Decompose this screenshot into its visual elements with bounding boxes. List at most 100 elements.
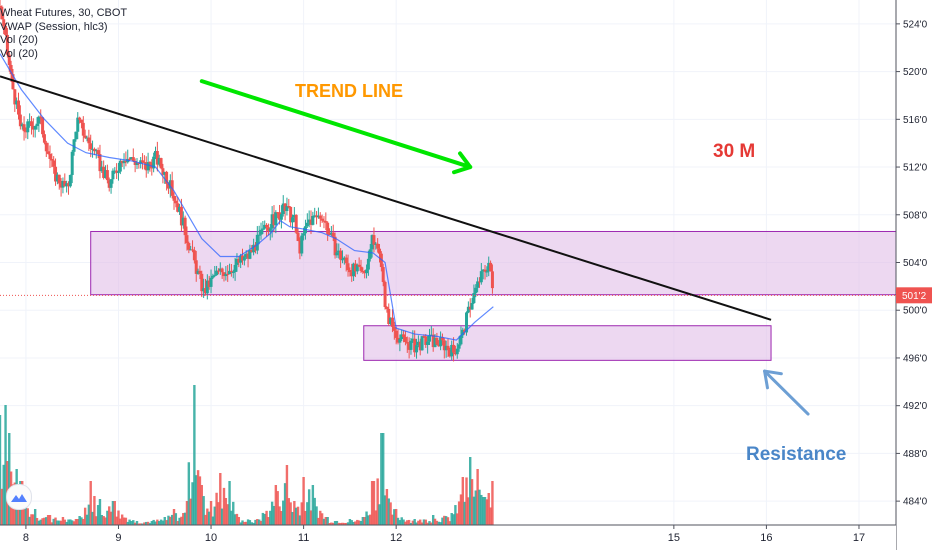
candle-body — [89, 143, 93, 150]
candle-body — [394, 330, 398, 338]
candle-body — [42, 134, 46, 143]
candle-body — [378, 248, 382, 254]
volume-bar — [300, 502, 303, 525]
volume-bar — [383, 495, 387, 525]
candle-body — [429, 334, 433, 336]
volume-bar — [176, 520, 179, 525]
volume-bar — [180, 516, 183, 525]
candle-body — [107, 180, 111, 188]
candle-body — [113, 170, 117, 172]
price-tick-label: 508'0 — [903, 210, 928, 221]
volume-bar — [52, 518, 55, 525]
candle-body — [390, 317, 394, 327]
tradingview-logo-icon[interactable] — [6, 484, 32, 510]
candle-body — [418, 341, 422, 351]
volume-bar — [150, 521, 154, 525]
time-axis-background — [0, 525, 896, 550]
candle-body — [198, 270, 202, 274]
candle-body — [407, 343, 411, 350]
volume-bar — [91, 511, 94, 525]
candle-body — [302, 233, 306, 236]
candle-body — [361, 270, 365, 272]
volume-legend-1[interactable]: Vol (20) — [0, 34, 38, 46]
volume-bar — [215, 492, 218, 525]
volume-bar — [148, 523, 152, 525]
volume-bar — [428, 521, 431, 525]
volume-bar — [106, 510, 109, 525]
volume-bar — [435, 520, 439, 525]
volume-bar — [441, 517, 444, 525]
volume-bar — [259, 520, 263, 525]
volume-bar — [269, 510, 272, 525]
candle-body — [48, 153, 52, 159]
candle-body — [207, 280, 211, 287]
volume-bar — [65, 521, 68, 525]
price-tick-label: 516'0 — [903, 115, 928, 126]
price-axis-background — [896, 0, 932, 550]
volume-bar — [196, 470, 200, 525]
candle-body — [44, 142, 48, 152]
candle-body — [15, 100, 19, 105]
volume-bar — [128, 519, 131, 525]
candle-body — [250, 250, 254, 253]
time-axis[interactable]: 8 9 10 11 12 15 16 17 — [0, 524, 896, 550]
volume-bar — [335, 520, 339, 525]
candle-body — [455, 348, 459, 355]
volume-legend-2[interactable]: Vol (20) — [0, 47, 38, 60]
time-tick-label: 12 — [390, 532, 402, 544]
volume-bar — [202, 496, 205, 525]
candle-body — [396, 337, 400, 343]
candle-body — [94, 150, 98, 152]
candle-body — [54, 166, 58, 182]
candle-body — [152, 156, 156, 169]
candle-body — [387, 308, 391, 325]
volume-bar — [85, 514, 89, 525]
volume-bar — [443, 515, 446, 525]
candle-body — [402, 334, 406, 338]
volume-bar — [263, 513, 266, 525]
volume-bar — [289, 502, 292, 525]
volume-bar — [417, 520, 420, 525]
volume-bar — [352, 521, 355, 525]
candle-body — [235, 258, 239, 265]
candle-body — [261, 228, 265, 230]
volume-bar — [113, 501, 116, 525]
volume-bar — [209, 501, 213, 525]
volume-bar — [461, 477, 465, 525]
candle-body — [18, 114, 22, 127]
price-axis[interactable]: 524'0 520'0 516'0 512'0 508'0 504'0 500'0 496'0… — [895, 0, 932, 550]
candle-body — [318, 215, 322, 219]
candle-body — [466, 306, 470, 313]
symbol-title[interactable]: Wheat Futures, 30, CBOT — [0, 7, 128, 19]
candle-body — [477, 281, 481, 283]
volume-bar — [274, 485, 278, 525]
candle-body — [489, 262, 493, 272]
candle-body — [307, 219, 311, 223]
volume-bar — [372, 481, 376, 525]
volume-bar — [108, 506, 111, 525]
candle-body — [192, 250, 196, 261]
vwap-legend[interactable]: VWAP (Session, hlc3) — [0, 20, 108, 33]
candle-body — [403, 337, 407, 343]
candle-body — [87, 137, 91, 144]
candle-body — [315, 215, 319, 218]
candle-body — [0, 6, 4, 20]
volume-bar — [189, 498, 192, 525]
candle-body — [359, 266, 363, 271]
volume-bar — [319, 510, 322, 525]
volume-bar — [126, 521, 129, 525]
volume-bar — [43, 517, 46, 525]
volume-bar — [63, 519, 66, 525]
candle-body — [374, 243, 378, 245]
candle-body — [4, 25, 8, 35]
candle-body — [474, 287, 478, 294]
candle-body — [57, 174, 61, 184]
candle-body — [305, 222, 309, 227]
candle-body — [340, 259, 344, 261]
candle-body — [335, 252, 339, 256]
volume-bar — [419, 519, 422, 525]
candle-body — [420, 336, 424, 351]
volume-bar — [376, 478, 379, 525]
volume-bar — [59, 520, 63, 525]
